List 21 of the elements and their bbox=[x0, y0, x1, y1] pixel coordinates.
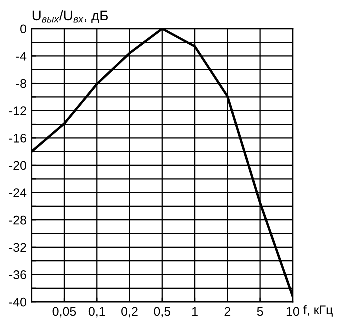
y-tick-label: -24 bbox=[9, 188, 27, 198]
x-tick-label: 2 bbox=[224, 307, 231, 316]
y-tick-label: -12 bbox=[9, 106, 26, 116]
x-tick-label: 5 bbox=[257, 307, 264, 316]
y-tick-label: 0 bbox=[20, 24, 26, 34]
y-axis-title: U$_{вых}$/U$_{вх}$, дБ bbox=[32, 10, 108, 24]
y-tick-label: -16 bbox=[9, 134, 26, 143]
x-tick-label: 0,1 bbox=[88, 307, 106, 318]
x-tick-label: 0,2 bbox=[122, 307, 138, 318]
x-tick-label: 0,05 bbox=[52, 307, 76, 318]
y-tick-label: -40 bbox=[9, 298, 26, 307]
x-tick-label: 0,5 bbox=[154, 307, 171, 318]
y-tick-label: -20 bbox=[9, 161, 26, 170]
y-tick-label: -8 bbox=[16, 79, 26, 88]
x-tick-label: 10 bbox=[286, 307, 300, 316]
y-tick-label: -36 bbox=[9, 270, 26, 280]
y-tick-label: -4 bbox=[16, 52, 27, 61]
x-tick-label: 1 bbox=[192, 307, 198, 316]
y-tick-label: -28 bbox=[9, 216, 26, 225]
y-tick-label: -32 bbox=[9, 243, 26, 252]
x-axis-title: f, кГц bbox=[304, 305, 333, 317]
